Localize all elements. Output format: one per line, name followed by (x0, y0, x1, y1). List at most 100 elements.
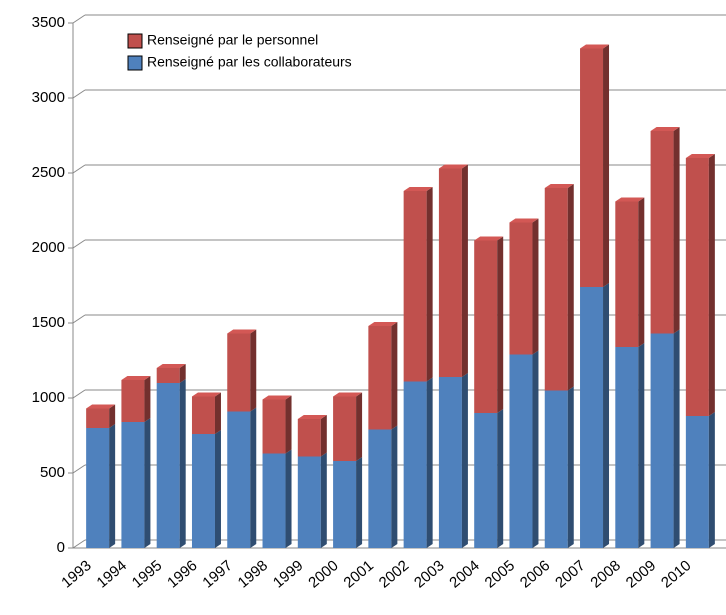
x-tick-label: 1995 (129, 557, 165, 591)
bar-side (250, 407, 257, 548)
bar-side (638, 343, 645, 548)
x-tick-label: 1997 (199, 557, 235, 591)
bar-side (391, 322, 398, 430)
bar-side (603, 283, 610, 548)
bar-top (474, 236, 504, 241)
bar (615, 201, 639, 347)
bar-side (461, 373, 468, 548)
bar-side (214, 430, 221, 548)
bar (297, 456, 321, 548)
y-tick-label: 1500 (32, 314, 65, 331)
x-tick-label: 1994 (94, 557, 130, 591)
bar-side (708, 154, 715, 416)
bar-side (426, 187, 433, 382)
x-tick-label: 2000 (305, 557, 341, 591)
bar (685, 416, 709, 548)
bar (403, 381, 427, 548)
bar-side (356, 392, 363, 461)
bar-side (532, 350, 539, 548)
bar (368, 429, 392, 548)
bar-side (320, 415, 327, 457)
x-tick-label: 2007 (552, 557, 588, 591)
x-tick-label: 2002 (376, 557, 412, 591)
bar-side (320, 452, 327, 548)
bar (509, 222, 533, 355)
bar (191, 434, 215, 548)
bar-top (509, 218, 539, 223)
bar (191, 396, 215, 434)
bar (685, 158, 709, 416)
legend-swatch (127, 55, 143, 71)
bar (262, 453, 286, 548)
bar-top (368, 322, 398, 326)
bar-side (214, 392, 221, 434)
x-tick-label: 2003 (411, 557, 447, 591)
bar-top (333, 392, 363, 397)
bar (86, 428, 110, 548)
bar (438, 377, 462, 548)
x-tick-label: 2010 (658, 557, 694, 591)
bar-side (673, 127, 680, 334)
bar-side (285, 449, 292, 548)
x-tick-label: 2006 (517, 557, 553, 591)
x-tick-label: 2005 (482, 557, 518, 591)
bar-top (438, 164, 468, 169)
bar (474, 240, 498, 413)
bar-side (708, 412, 715, 548)
bar-top (580, 44, 610, 49)
bar (333, 461, 357, 548)
bar-side (179, 379, 186, 548)
grid-line (72, 464, 86, 474)
bar-side (673, 329, 680, 548)
y-tick-label: 3500 (32, 14, 65, 31)
bar-side (179, 364, 186, 383)
bar (474, 413, 498, 548)
bar (580, 48, 604, 287)
bar-top (191, 392, 221, 397)
bar (544, 390, 568, 548)
bar-top (86, 404, 116, 409)
bar (297, 419, 321, 457)
bar-side (567, 386, 574, 548)
bar-top (650, 127, 680, 131)
bar-side (144, 418, 151, 548)
x-tick-label: 1993 (58, 557, 94, 591)
bar (227, 333, 251, 412)
x-tick-label: 1996 (164, 557, 200, 591)
bar-top (685, 154, 715, 158)
bar-side (497, 236, 504, 413)
grid-line (72, 389, 86, 399)
grid-line (72, 14, 86, 24)
x-tick-label: 1999 (270, 557, 306, 591)
y-tick-label: 3000 (32, 89, 65, 106)
bar-top (615, 197, 645, 202)
y-tick-label: 2000 (32, 239, 65, 256)
bar (580, 287, 604, 548)
bar (615, 347, 639, 548)
bar-top (227, 329, 257, 334)
legend-text: Renseigné par les collaborateurs (147, 54, 352, 70)
grid-line (72, 539, 86, 549)
bar-side (532, 218, 539, 355)
bar-side (391, 425, 398, 548)
bar-side (567, 184, 574, 391)
bar (121, 380, 145, 422)
bar-side (109, 424, 116, 548)
bar-top (262, 395, 292, 400)
bar (368, 326, 392, 430)
y-tick-label: 2500 (32, 164, 65, 181)
bar (262, 399, 286, 454)
bar-side (461, 164, 468, 377)
x-tick-label: 2009 (623, 557, 659, 591)
grid-line (72, 239, 86, 249)
x-tick-label: 2004 (446, 557, 482, 591)
bar-side (250, 329, 257, 412)
bar (156, 368, 180, 383)
y-tick-label: 1000 (32, 389, 65, 406)
bar (156, 383, 180, 548)
bar (227, 411, 251, 548)
bar-top (297, 415, 327, 419)
bar-side (426, 377, 433, 548)
x-tick-label: 2001 (340, 557, 376, 591)
bar (86, 408, 110, 428)
